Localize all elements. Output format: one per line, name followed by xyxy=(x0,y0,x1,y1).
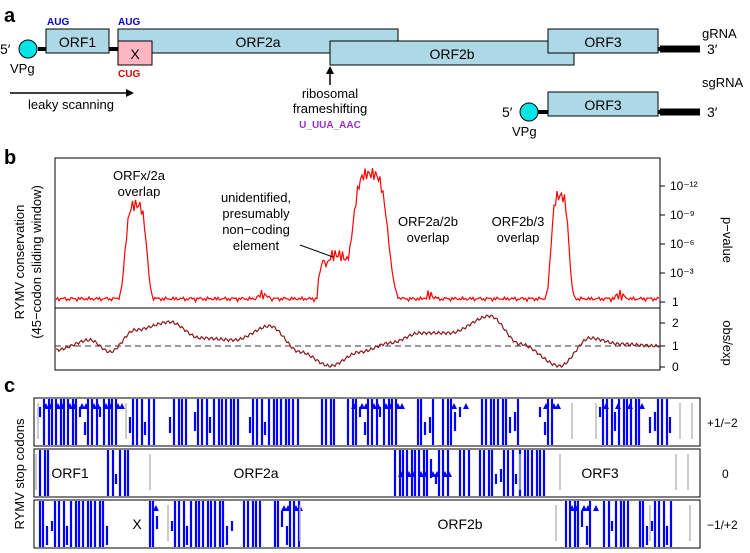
pvalue-tick-label-1e-6: 10⁻⁶ xyxy=(670,237,695,251)
leaky-scanning-arrowhead xyxy=(126,89,134,97)
conservation-frame xyxy=(54,157,661,371)
frame-minus1-box xyxy=(33,499,701,549)
orfx-label: X xyxy=(130,46,140,62)
annotation-orf2b3-line1: ORF2b/3 xyxy=(492,214,545,229)
orf1-box xyxy=(45,28,110,54)
obsexp-tick-label-2: 2 xyxy=(672,316,679,330)
stop-codon-marker xyxy=(555,403,561,409)
annotation-unid-line3: non−coding xyxy=(222,222,290,237)
stop-codon-marker xyxy=(399,403,405,409)
stop-codon-marker xyxy=(639,403,645,409)
annotation-unid-pointer xyxy=(299,244,334,258)
orf2b-box xyxy=(329,40,575,66)
annotation-unid-line2: presumably xyxy=(222,206,290,221)
conservation-ylabel-line2: (45−codon sliding window) xyxy=(29,185,44,339)
frame2-orf2b-label: ORF2b xyxy=(437,516,482,532)
frame0-orf3-label: ORF3 xyxy=(581,465,619,481)
stop-codon-marker xyxy=(153,505,159,511)
cug-label: CUG xyxy=(118,69,140,80)
grna-5prime-label: 5′ xyxy=(0,41,11,57)
annotation-unid-line1: unidentified, xyxy=(221,190,291,205)
leaky-scanning-label: leaky scanning xyxy=(28,97,114,112)
stop-codon-marker xyxy=(463,403,469,409)
stop-codon-marker xyxy=(451,403,457,409)
frameshift-label-line2: frameshifting xyxy=(293,101,367,116)
annotation-orf2b3-line2: overlap xyxy=(497,230,540,245)
grna-3prime-label: 3′ xyxy=(707,41,718,57)
annotation-orfx-line1: ORFx/2a xyxy=(113,168,166,183)
panel-b-label: b xyxy=(4,147,16,169)
stop-codon-marker xyxy=(593,505,599,511)
grna-label: gRNA xyxy=(702,26,737,41)
orf3-label: ORF3 xyxy=(584,34,622,50)
annotation-orfx-line2: overlap xyxy=(118,184,161,199)
stop-codon-marker xyxy=(119,403,125,409)
frame0-orf2a-label: ORF2a xyxy=(233,465,278,481)
pvalue-axis-label: p−value xyxy=(720,217,735,263)
frame0-orf1-label: ORF1 xyxy=(51,465,89,481)
conservation-ylabel-line1: RYMV conservation xyxy=(12,205,27,320)
sgrna-orf3-box xyxy=(547,91,659,117)
aug-orf1-label: AUG xyxy=(47,17,69,28)
sgrna-vpg-circle xyxy=(519,102,539,122)
annotation-orf2ab-line1: ORF2a/2b xyxy=(398,214,458,229)
sgrna-3prime-label: 3′ xyxy=(707,104,718,120)
orf2a-label: ORF2a xyxy=(235,34,280,50)
aug-orf2a-label: AUG xyxy=(118,17,140,28)
sgrna-label: sgRNA xyxy=(702,75,744,90)
stop-codon-marker xyxy=(581,505,587,511)
pvalue-tick-label-1: 1 xyxy=(672,295,679,309)
obsexp-tick-label-0: 0 xyxy=(672,360,679,374)
slippery-site-label: U_UUA_AAC xyxy=(299,120,361,131)
frameshift-label-line1: ribosomal xyxy=(302,86,358,101)
orf1-label: ORF1 xyxy=(59,34,97,50)
pvalue-tick-label-1e-9: 10⁻⁹ xyxy=(670,208,695,222)
frameshift-arrowhead xyxy=(326,66,334,74)
frame-label-minus1: −1/+2 xyxy=(707,518,738,532)
stop-codon-marks xyxy=(35,399,693,547)
frame2-x-label: X xyxy=(132,516,142,532)
obsexp-trace xyxy=(55,314,660,369)
frame-plus1-box xyxy=(33,397,701,447)
sgrna-vpg-label: VPg xyxy=(512,124,537,139)
pvalue-tick-label-1e-3: 10⁻³ xyxy=(670,266,694,280)
frame-label-plus1: +1/−2 xyxy=(707,416,738,430)
annotation-orf2ab-line2: overlap xyxy=(407,230,450,245)
sgrna-5prime-label: 5′ xyxy=(502,104,513,120)
orf2b-label: ORF2b xyxy=(429,46,474,62)
stop-codons-ylabel: RYMV stop codons xyxy=(12,418,27,530)
stop-codon-marker xyxy=(281,505,287,511)
pvalue-tick-label-1e-12: 10⁻¹² xyxy=(670,179,698,193)
frame-0-box xyxy=(33,448,701,498)
orfx-box xyxy=(117,40,153,66)
panel-a-label: a xyxy=(4,5,16,27)
panel-c-label: c xyxy=(4,375,15,397)
orf3-box xyxy=(547,28,659,54)
vpg-label: VPg xyxy=(10,61,35,76)
obsexp-tick-label-1: 1 xyxy=(672,339,679,353)
pvalue-trace xyxy=(55,168,660,304)
obsexp-axis-label: obs/exp xyxy=(720,320,735,366)
vpg-circle xyxy=(18,39,38,59)
annotation-unid-line4: element xyxy=(233,238,280,253)
frame-label-0: 0 xyxy=(722,467,729,481)
sgrna-orf3-label: ORF3 xyxy=(584,97,622,113)
